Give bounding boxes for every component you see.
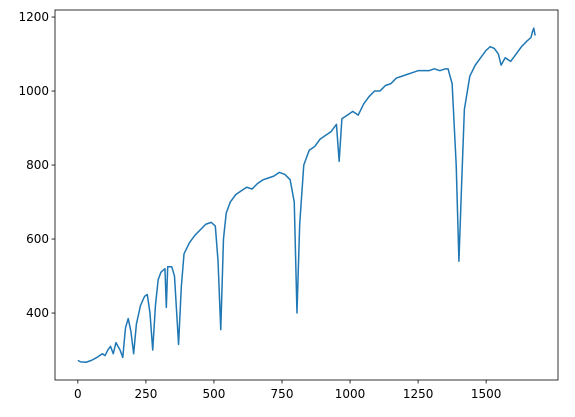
plot-frame [54, 9, 559, 381]
x-tick-label: 1500 [471, 387, 502, 401]
y-tick-label: 1000 [18, 84, 49, 98]
x-tick-label: 1250 [403, 387, 434, 401]
data-line [77, 27, 536, 363]
x-tick-label: 250 [134, 387, 157, 401]
x-tick-label: 1000 [335, 387, 366, 401]
x-tick-label: 750 [271, 387, 294, 401]
x-tick-label: 0 [74, 387, 82, 401]
y-tick-label: 1200 [18, 10, 49, 24]
y-tick-label: 600 [26, 232, 49, 246]
y-tick-label: 800 [26, 158, 49, 172]
y-tick-label: 400 [26, 306, 49, 320]
x-tick-label: 500 [203, 387, 226, 401]
